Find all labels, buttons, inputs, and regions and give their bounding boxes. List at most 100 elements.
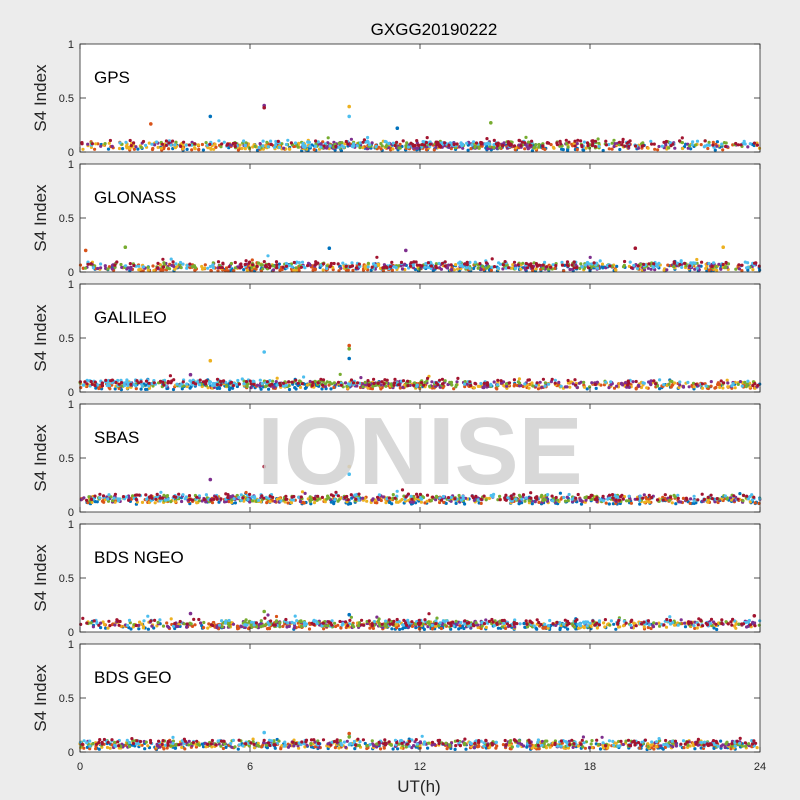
data-point [197, 617, 201, 622]
data-point [559, 142, 563, 146]
data-point [601, 499, 606, 503]
y-tick-label: 0.5 [59, 213, 74, 225]
data-point [423, 143, 427, 147]
spike-point [347, 343, 352, 348]
figure-title: GXGG20190222 [371, 20, 498, 39]
data-point [167, 625, 171, 630]
data-point [298, 499, 302, 504]
data-point [402, 263, 406, 267]
data-point [631, 380, 635, 384]
data-point [501, 144, 505, 148]
data-point [454, 383, 458, 387]
data-point [541, 377, 546, 381]
data-point [565, 495, 569, 499]
data-point [534, 267, 538, 271]
data-point [337, 145, 341, 149]
data-point [325, 146, 329, 150]
data-point [617, 140, 622, 144]
data-point [256, 498, 261, 502]
data-point [240, 377, 244, 381]
data-point [519, 144, 523, 148]
data-point [179, 266, 183, 270]
data-point [733, 386, 737, 390]
data-point [223, 500, 227, 504]
data-point [465, 382, 469, 386]
data-point [528, 143, 532, 147]
data-point [356, 624, 361, 628]
data-point [490, 265, 494, 269]
data-point [692, 501, 696, 505]
data-point [365, 147, 369, 151]
y-tick-label: 0 [68, 267, 74, 279]
data-point [621, 497, 625, 501]
data-point [86, 142, 90, 146]
data-point [707, 140, 711, 144]
data-point [300, 260, 305, 264]
data-point [325, 266, 329, 271]
spike-point [633, 246, 638, 250]
data-point [171, 139, 175, 143]
data-point [90, 382, 94, 386]
data-point [401, 627, 405, 631]
data-point [201, 148, 205, 152]
data-point [565, 260, 570, 264]
data-point [79, 386, 83, 390]
data-points-gps [80, 103, 762, 153]
data-point [582, 148, 586, 152]
data-point [397, 383, 401, 387]
data-point [650, 495, 654, 500]
data-point [543, 622, 547, 627]
data-point [256, 261, 261, 265]
data-point [751, 383, 755, 388]
data-point [668, 495, 673, 499]
data-point [512, 144, 517, 148]
data-point [468, 266, 472, 271]
data-point [167, 141, 171, 145]
data-point [535, 627, 539, 631]
data-point [672, 261, 677, 265]
data-point [654, 263, 659, 267]
data-point [404, 144, 408, 148]
data-point [107, 141, 111, 145]
data-point [233, 266, 237, 270]
data-point [594, 386, 598, 390]
data-point [680, 136, 684, 140]
data-point [319, 142, 323, 146]
data-point [558, 627, 562, 632]
panel-label-galileo: GALILEO [94, 308, 167, 327]
data-point [106, 147, 111, 151]
data-point [443, 141, 447, 145]
data-point [469, 147, 473, 151]
data-point [292, 268, 296, 272]
data-point [692, 499, 696, 503]
data-point [702, 497, 707, 502]
data-point [452, 142, 456, 147]
data-point [713, 148, 717, 152]
data-point [585, 387, 589, 391]
data-point [215, 626, 219, 630]
data-point [420, 497, 424, 501]
data-point [628, 260, 632, 264]
data-point [174, 262, 178, 266]
data-point [636, 264, 640, 268]
spike-point [123, 245, 128, 249]
data-point [250, 258, 254, 262]
data-point [255, 148, 260, 152]
data-point [517, 384, 522, 388]
data-point [415, 139, 419, 143]
data-point [215, 377, 220, 381]
data-point [321, 378, 326, 382]
data-point [627, 499, 631, 503]
data-point [601, 494, 605, 498]
data-point [426, 261, 430, 265]
data-point [680, 141, 685, 145]
data-point [579, 139, 583, 143]
data-point [463, 262, 467, 266]
data-point [425, 136, 429, 140]
data-point [588, 385, 592, 389]
data-point [556, 498, 560, 502]
data-point [543, 260, 547, 264]
data-point [150, 142, 154, 146]
data-point [129, 627, 133, 631]
data-point [346, 382, 351, 386]
